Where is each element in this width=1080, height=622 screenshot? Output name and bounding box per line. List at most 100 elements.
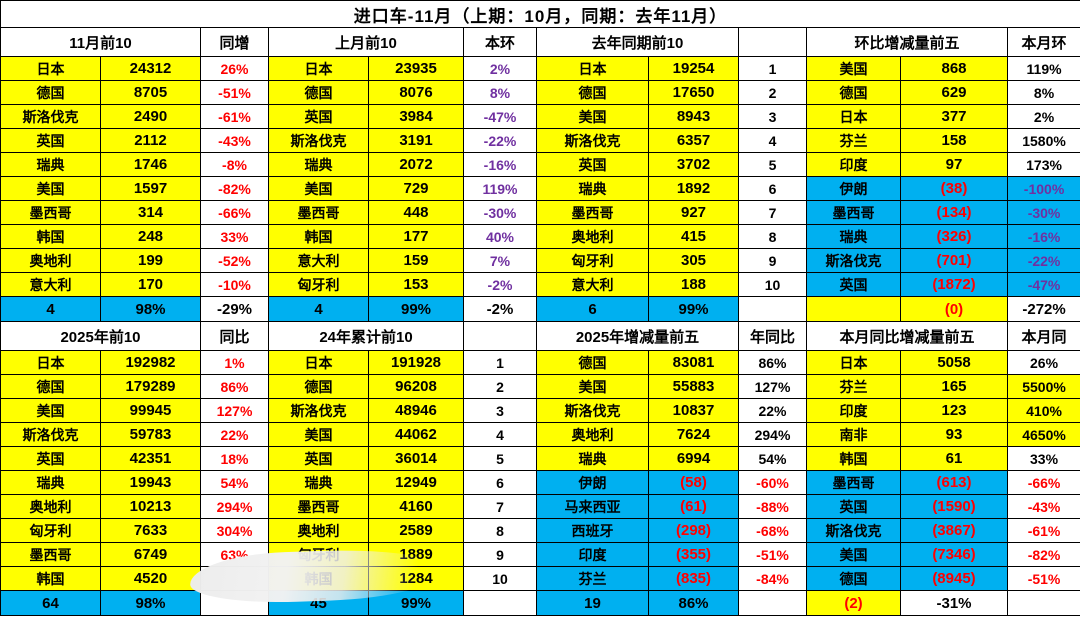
value-cell: (134): [900, 200, 1008, 225]
value-cell: 19943: [100, 470, 201, 495]
table-row: 匈牙利 7633 304% 奥地利 2589 8 西班牙 (298) -68% 斯洛伐克 (3867…: [0, 518, 1080, 543]
summary-cell: [738, 296, 807, 322]
country-cell: 马来西亚: [536, 494, 649, 519]
value-cell: 415: [648, 224, 739, 249]
pct-cell: 18%: [200, 446, 269, 471]
rank-cell: 4: [463, 422, 537, 447]
pct-cell: 86%: [738, 350, 807, 375]
summary-cell: 99%: [368, 590, 464, 616]
country-cell: 斯洛伐克: [806, 248, 901, 273]
rank-cell: 6: [738, 176, 807, 201]
summary-row: 4 98% -29% 4 99% -2% 6 99% (0) -272%: [0, 296, 1080, 322]
report-title: 进口车-11月（上期：10月，同期：去年11月）: [0, 0, 1080, 28]
value-cell: 61: [900, 446, 1008, 471]
value-cell: 44062: [368, 422, 464, 447]
rank-cell: 8: [738, 224, 807, 249]
group-header: 2025年增减量前五: [536, 321, 739, 351]
group-header: 2025年前10: [0, 321, 201, 351]
pct-cell: 4650%: [1006, 422, 1080, 447]
pct-cell: 33%: [1006, 446, 1080, 471]
country-cell: 意大利: [268, 248, 369, 273]
group-header: 上月前10: [268, 27, 464, 57]
pct-column-header: [463, 321, 537, 351]
pct-cell: -66%: [200, 200, 269, 225]
value-cell: (38): [900, 176, 1008, 201]
value-cell: 12949: [368, 470, 464, 495]
country-cell: 德国: [268, 80, 369, 105]
summary-cell: 4: [268, 296, 369, 322]
summary-cell: 19: [536, 590, 649, 616]
value-cell: 448: [368, 200, 464, 225]
country-cell: 斯洛伐克: [536, 398, 649, 423]
country-cell: 奥地利: [0, 248, 101, 273]
pct-cell: 410%: [1006, 398, 1080, 423]
country-cell: 英国: [268, 446, 369, 471]
table-row: 韩国 4520 韩国 1284 10 芬兰 (835) -84% 德国 (8945) -51%: [0, 566, 1080, 591]
summary-cell: [463, 590, 537, 616]
pct-cell: 119%: [463, 176, 537, 201]
country-cell: 瑞典: [806, 224, 901, 249]
summary-cell: 86%: [648, 590, 739, 616]
value-cell: 1889: [368, 542, 464, 567]
country-cell: 芬兰: [536, 566, 649, 591]
value-cell: 629: [900, 80, 1008, 105]
country-cell: 美国: [268, 422, 369, 447]
country-cell: 匈牙利: [536, 248, 649, 273]
value-cell: (701): [900, 248, 1008, 273]
value-cell: 927: [648, 200, 739, 225]
table-row: 英国 42351 18% 英国 36014 5 瑞典 6994 54% 韩国 61 33%: [0, 446, 1080, 471]
summary-row: 64 98% 45 99% 19 86% (2) -31%: [0, 590, 1080, 616]
rank-cell: 7: [738, 200, 807, 225]
value-cell: (326): [900, 224, 1008, 249]
summary-cell: [200, 590, 269, 616]
value-cell: 97: [900, 152, 1008, 177]
value-cell: 8943: [648, 104, 739, 129]
table-row: 英国 2112 -43% 斯洛伐克 3191 -22% 斯洛伐克 6357 4 芬兰 158 1580…: [0, 128, 1080, 153]
pct-cell: 294%: [738, 422, 807, 447]
pct-column-header: [738, 27, 807, 57]
value-cell: 93: [900, 422, 1008, 447]
country-cell: 斯洛伐克: [268, 398, 369, 423]
pct-cell: -61%: [200, 104, 269, 129]
table-row: 日本 24312 26% 日本 23935 2% 日本 19254 1 美国 868 119%: [0, 56, 1080, 81]
country-cell: 斯洛伐克: [0, 422, 101, 447]
value-cell: 48946: [368, 398, 464, 423]
summary-cell: 98%: [100, 590, 201, 616]
value-cell: (1590): [900, 494, 1008, 519]
value-cell: 1284: [368, 566, 464, 591]
value-cell: 4520: [100, 566, 201, 591]
rank-cell: 3: [738, 104, 807, 129]
summary-cell: -31%: [900, 590, 1008, 616]
value-cell: 8076: [368, 80, 464, 105]
value-cell: 96208: [368, 374, 464, 399]
value-cell: 55883: [648, 374, 739, 399]
value-cell: 314: [100, 200, 201, 225]
title-row: 进口车-11月（上期：10月，同期：去年11月）: [0, 0, 1080, 28]
value-cell: (61): [648, 494, 739, 519]
table-row: 韩国 248 33% 韩国 177 40% 奥地利 415 8 瑞典 (326) -16%: [0, 224, 1080, 249]
summary-cell: -272%: [1006, 296, 1080, 322]
country-cell: 日本: [806, 350, 901, 375]
country-cell: 英国: [0, 446, 101, 471]
summary-cell: [738, 590, 807, 616]
value-cell: 1892: [648, 176, 739, 201]
pct-cell: -51%: [738, 542, 807, 567]
rank-cell: 9: [738, 248, 807, 273]
rank-cell: 2: [463, 374, 537, 399]
value-cell: (355): [648, 542, 739, 567]
pct-cell: 7%: [463, 248, 537, 273]
country-cell: 美国: [0, 176, 101, 201]
value-cell: 170: [100, 272, 201, 297]
group-header: 本月同比增减量前五: [806, 321, 1008, 351]
pct-cell: -16%: [1006, 224, 1080, 249]
country-cell: 西班牙: [536, 518, 649, 543]
group-header: 11月前10: [0, 27, 201, 57]
value-cell: 377: [900, 104, 1008, 129]
pct-cell: -82%: [200, 176, 269, 201]
value-cell: 192982: [100, 350, 201, 375]
value-cell: 2589: [368, 518, 464, 543]
rank-cell: 10: [738, 272, 807, 297]
country-cell: 韩国: [0, 224, 101, 249]
value-cell: 1746: [100, 152, 201, 177]
value-cell: 123: [900, 398, 1008, 423]
